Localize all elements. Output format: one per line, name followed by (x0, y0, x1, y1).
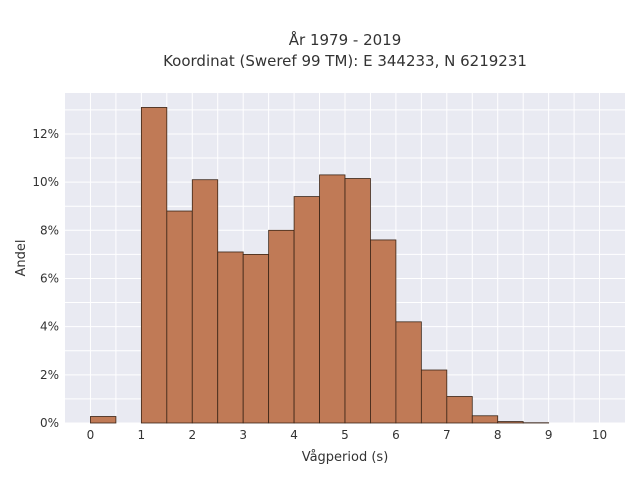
histogram-bar (191, 179, 219, 424)
y-tick-labels: 0% 2% 4% 6% 8% 10% 12% (32, 127, 59, 430)
histogram-bar (166, 210, 193, 424)
histogram-bar (497, 421, 524, 424)
x-tick-label: 2 (188, 428, 196, 442)
x-axis-label: Vågperiod (s) (302, 450, 389, 465)
histogram-bar (370, 239, 397, 424)
chart-title-line-2: Koordinat (Sweref 99 TM): E 344233, N 62… (163, 52, 527, 70)
x-tick-label: 3 (239, 428, 247, 442)
histogram-bar (268, 229, 295, 424)
x-tick-label: 8 (494, 428, 502, 442)
chart-title-line-1: År 1979 - 2019 (289, 30, 402, 49)
y-tick-label: 0% (40, 416, 59, 430)
y-tick-label: 6% (40, 271, 59, 285)
y-tick-label: 12% (32, 127, 59, 141)
histogram-bar (217, 251, 244, 424)
x-tick-label: 7 (443, 428, 451, 442)
y-tick-label: 2% (40, 368, 59, 382)
histogram-bar (471, 415, 499, 424)
histogram-bar (344, 178, 371, 424)
histogram-bar (90, 416, 117, 424)
y-tick-label: 4% (40, 320, 59, 334)
x-tick-label: 0 (87, 428, 95, 442)
histogram-bar (319, 174, 346, 424)
x-tick-label: 4 (290, 428, 298, 442)
y-tick-label: 10% (32, 175, 59, 189)
x-tick-label: 6 (392, 428, 400, 442)
histogram-bars (90, 107, 550, 424)
x-tick-labels: 0 1 2 3 4 5 6 7 8 9 10 (87, 428, 608, 442)
histogram-bar (293, 196, 320, 424)
histogram-bar (446, 396, 473, 424)
histogram-bar (140, 107, 168, 424)
x-tick-label: 1 (138, 428, 146, 442)
x-tick-label: 9 (545, 428, 553, 442)
x-tick-label: 5 (341, 428, 349, 442)
histogram-bar (242, 253, 270, 424)
y-axis-label: Andel (14, 240, 29, 277)
x-tick-label: 10 (592, 428, 607, 442)
y-tick-label: 8% (40, 223, 59, 237)
histogram-bar (395, 321, 422, 424)
histogram-bar (420, 369, 448, 424)
